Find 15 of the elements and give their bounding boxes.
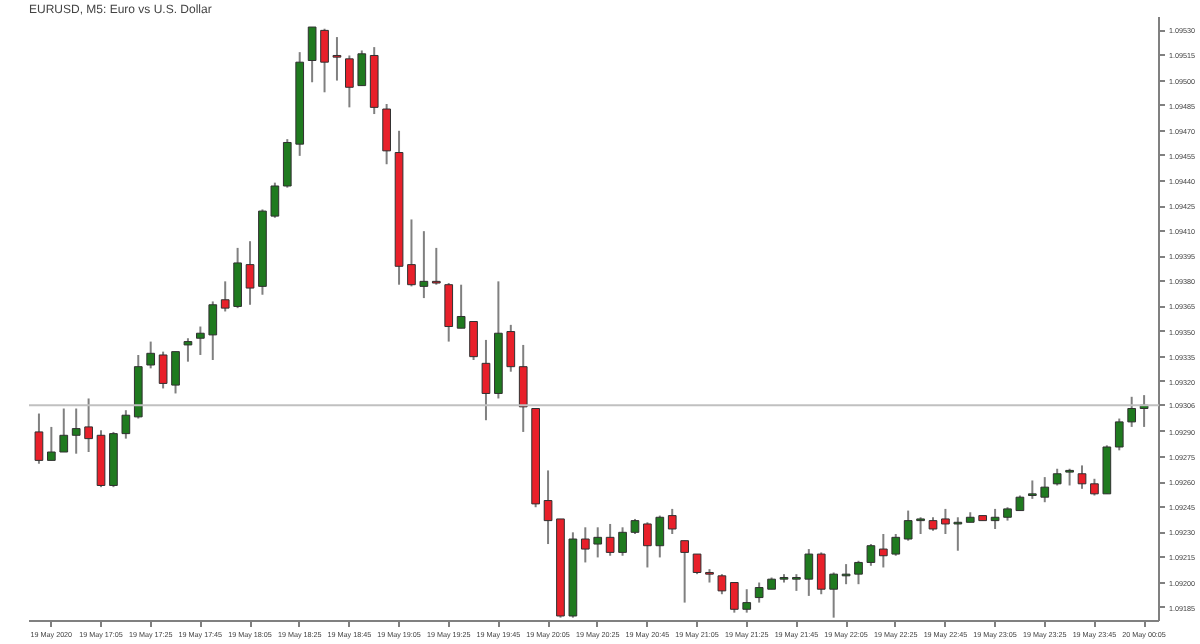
candlestick	[1127, 395, 1137, 428]
candlestick	[59, 407, 69, 454]
candlestick	[34, 412, 44, 465]
candlestick	[481, 338, 491, 422]
candlestick	[518, 343, 528, 433]
candlestick	[146, 340, 156, 370]
candlestick	[47, 425, 56, 462]
candlestick	[183, 337, 193, 363]
candlestick	[680, 539, 689, 604]
candlestick	[717, 573, 727, 596]
candlestick	[667, 507, 677, 535]
candlestick	[382, 103, 391, 166]
candlestick	[1114, 417, 1124, 452]
candlestick	[444, 282, 454, 343]
candlestick	[431, 246, 441, 286]
